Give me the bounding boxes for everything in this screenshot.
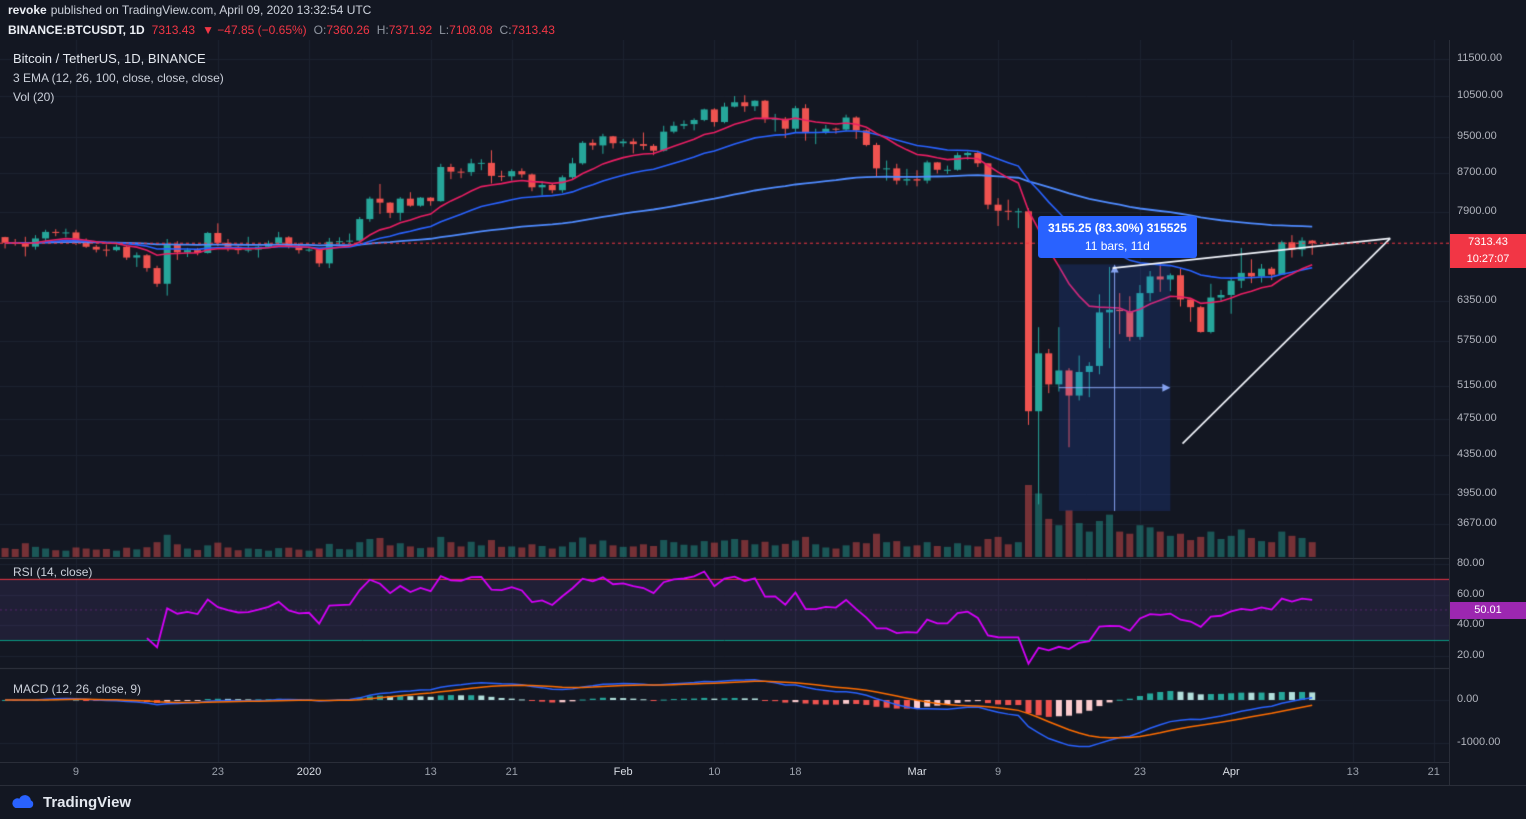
time-axis-label: Apr bbox=[1222, 766, 1240, 778]
time-axis-label: 13 bbox=[1346, 766, 1359, 778]
measure-tooltip: 3155.25 (83.30%) 315525 11 bars, 11d bbox=[1038, 216, 1197, 258]
bar-countdown-badge: 10:27:07 bbox=[1450, 251, 1526, 269]
time-axis-label: 2020 bbox=[296, 766, 322, 778]
price-axis-label: 3950.00 bbox=[1457, 486, 1497, 499]
price-axis-label: 4350.00 bbox=[1457, 447, 1497, 460]
price-axis-label: 6350.00 bbox=[1457, 293, 1497, 306]
time-axis-label: 13 bbox=[424, 766, 437, 778]
last-price-badge: 7313.43 bbox=[1450, 234, 1526, 252]
symbol-title: BINANCE:BTCUSDT, 1D bbox=[8, 23, 145, 37]
symbol-bar: BINANCE:BTCUSDT, 1D 7313.43 ▼ −47.85 (−0… bbox=[0, 20, 1526, 40]
rsi-axis-label: 20.00 bbox=[1457, 648, 1485, 661]
price-axis-label: 8700.00 bbox=[1457, 165, 1497, 178]
price-axis-label: 5750.00 bbox=[1457, 334, 1497, 347]
rsi-axis-label: 80.00 bbox=[1457, 557, 1485, 570]
price-axis-label: 9500.00 bbox=[1457, 129, 1497, 142]
macd-axis-label: -1000.00 bbox=[1457, 736, 1501, 748]
last-price: 7313.43 bbox=[151, 23, 196, 37]
footer-bar: TradingView bbox=[0, 785, 1526, 819]
open-label: O: bbox=[313, 23, 327, 37]
rsi-axis-label: 40.00 bbox=[1457, 618, 1485, 631]
time-axis-label: 10 bbox=[708, 766, 721, 778]
close-value: 7313.43 bbox=[511, 23, 555, 37]
macd-axis-label: 0.00 bbox=[1457, 693, 1479, 705]
time-axis-label: 23 bbox=[1133, 766, 1147, 778]
price-change: ▼ −47.85 (−0.65%) bbox=[202, 23, 307, 37]
tradingview-logo-icon[interactable] bbox=[10, 794, 36, 811]
time-axis-label: Feb bbox=[613, 766, 633, 778]
time-axis-label: 23 bbox=[211, 766, 224, 778]
price-axis-label: 11500.00 bbox=[1457, 52, 1503, 64]
price-axis-label: 5150.00 bbox=[1457, 378, 1497, 391]
price-axis-label: 4750.00 bbox=[1457, 411, 1497, 424]
brand-name[interactable]: TradingView bbox=[43, 794, 132, 811]
measure-range-text: 3155.25 (83.30%) 315525 bbox=[1048, 221, 1187, 235]
rsi-value-badge: 50.01 bbox=[1450, 601, 1526, 619]
low-label: L: bbox=[439, 23, 450, 37]
price-axis[interactable]: 7313.43 10:27:07 50.01 11500.00 10500.00 9… bbox=[1449, 40, 1526, 785]
time-axis-label: 21 bbox=[1427, 766, 1440, 778]
author-name: revoke bbox=[8, 3, 47, 17]
open-value: 7360.26 bbox=[326, 23, 370, 37]
publish-byline: revoke published on TradingView.com, Apr… bbox=[0, 0, 1526, 20]
pane-separator bbox=[0, 558, 1526, 559]
price-axis-label: 7900.00 bbox=[1457, 204, 1497, 217]
time-axis[interactable]: 9 23 2020 13 21 Feb 10 18 Mar 9 23 Apr 13 21 bbox=[0, 762, 1449, 785]
pane-separator bbox=[0, 762, 1526, 763]
time-axis-label: 9 bbox=[995, 766, 1002, 778]
time-axis-label: 21 bbox=[505, 766, 518, 778]
chart-canvas[interactable] bbox=[0, 40, 1449, 762]
low-value: 7108.08 bbox=[449, 23, 493, 37]
price-axis-label: 3670.00 bbox=[1457, 516, 1497, 529]
high-value: 7371.92 bbox=[388, 23, 433, 37]
pane-separator bbox=[0, 668, 1526, 669]
byline-text: published on TradingView.com, April 09, … bbox=[50, 3, 372, 17]
time-axis-label: 18 bbox=[789, 766, 802, 778]
measure-bars-text: 11 bars, 11d bbox=[1084, 239, 1150, 253]
high-label: H: bbox=[376, 23, 389, 37]
rsi-axis-label: 60.00 bbox=[1457, 587, 1485, 600]
time-axis-label: Mar bbox=[907, 766, 927, 778]
close-label: C: bbox=[499, 23, 512, 37]
price-axis-label: 10500.00 bbox=[1457, 89, 1503, 102]
time-axis-label: 9 bbox=[72, 766, 80, 778]
